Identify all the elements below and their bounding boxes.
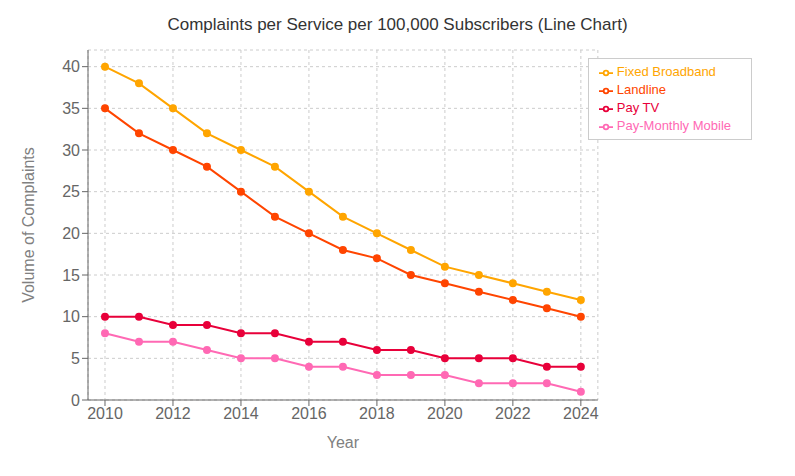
svg-text:2024: 2024 (563, 405, 599, 422)
svg-text:30: 30 (62, 142, 80, 159)
svg-text:2010: 2010 (87, 405, 123, 422)
svg-text:2014: 2014 (223, 405, 259, 422)
html-text:Pay TV: Pay TV (616, 100, 660, 115)
svg-text:25: 25 (62, 183, 80, 200)
svg-text:2012: 2012 (155, 405, 191, 422)
svg-text:Volume of Complaints: Volume of Complaints (20, 147, 37, 303)
svg-text:2018: 2018 (359, 405, 395, 422)
svg-text:5: 5 (71, 350, 80, 367)
svg-text:15: 15 (62, 267, 80, 284)
svg-text:20: 20 (62, 225, 80, 242)
svg-text:10: 10 (62, 308, 80, 325)
svg-text:0: 0 (71, 392, 80, 409)
svg-text:35: 35 (62, 100, 80, 117)
html-text:Complaints per Service per 100: Complaints per Service per 100,000 Subsc… (167, 15, 628, 34)
svg-text:Year: Year (327, 434, 360, 451)
html-text:Fixed Broadband: Fixed Broadband (616, 64, 716, 79)
html-text:Pay-Monthly Mobile: Pay-Monthly Mobile (616, 118, 731, 133)
svg-text:2016: 2016 (291, 405, 327, 422)
html-text:Landline: Landline (616, 82, 666, 97)
svg-text:2020: 2020 (427, 405, 463, 422)
svg-text:40: 40 (62, 58, 80, 75)
svg-text:2022: 2022 (495, 405, 531, 422)
